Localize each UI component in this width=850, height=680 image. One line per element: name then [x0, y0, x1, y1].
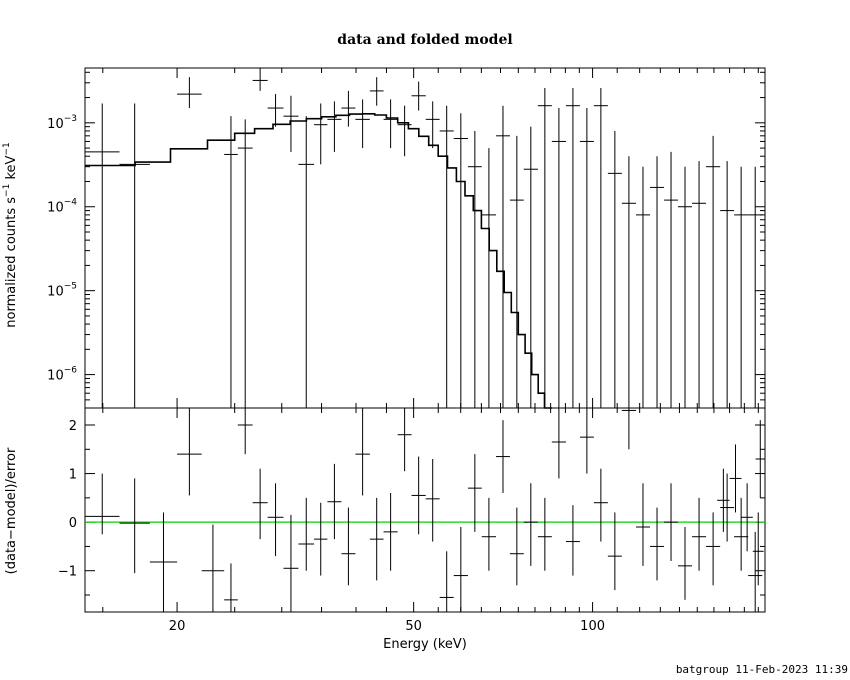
y-tick-label: 10−6 [47, 366, 77, 384]
x-tick-label: 100 [580, 619, 605, 634]
top-frame [84, 67, 766, 409]
bottom-panel: 20 50 100 2 1 0 −1 [58, 407, 766, 634]
bottom-y-label: (data−model)/error [4, 447, 19, 574]
x-tick-label: 50 [405, 619, 422, 634]
y-tick-label: −1 [58, 565, 77, 580]
footer-stamp: batgroup 11-Feb-2023 11:39 [675, 663, 848, 676]
svg-text:normalized counts s−1 keV−1: normalized counts s−1 keV−1 [2, 142, 19, 327]
model-curve [85, 113, 553, 409]
top-y-label-unit: keV [4, 155, 19, 179]
top-y-label-text: normalized counts s [4, 197, 19, 328]
y-tick-label: 10−4 [47, 198, 77, 216]
y-tick-label: 10−3 [47, 114, 77, 132]
top-panel: 10−3 10−4 10−5 10−6 [47, 67, 766, 612]
bottom-y-axis-label: (data−model)/error [4, 447, 19, 574]
bottom-frame [84, 407, 766, 613]
x-axis-label: Energy (keV) [383, 637, 467, 652]
y-tick-label: 0 [69, 516, 77, 531]
y-tick-label: 10−5 [47, 282, 77, 300]
chart-title: data and folded model [337, 32, 512, 48]
top-y-label-exp2: −1 [2, 142, 12, 155]
top-y-label-exp1: −1 [2, 184, 12, 197]
y-tick-label: 2 [69, 419, 77, 434]
x-tick-label: 20 [169, 619, 186, 634]
top-y-axis-label: normalized counts s−1 keV−1 [2, 142, 19, 327]
y-tick-label: 1 [69, 468, 77, 483]
